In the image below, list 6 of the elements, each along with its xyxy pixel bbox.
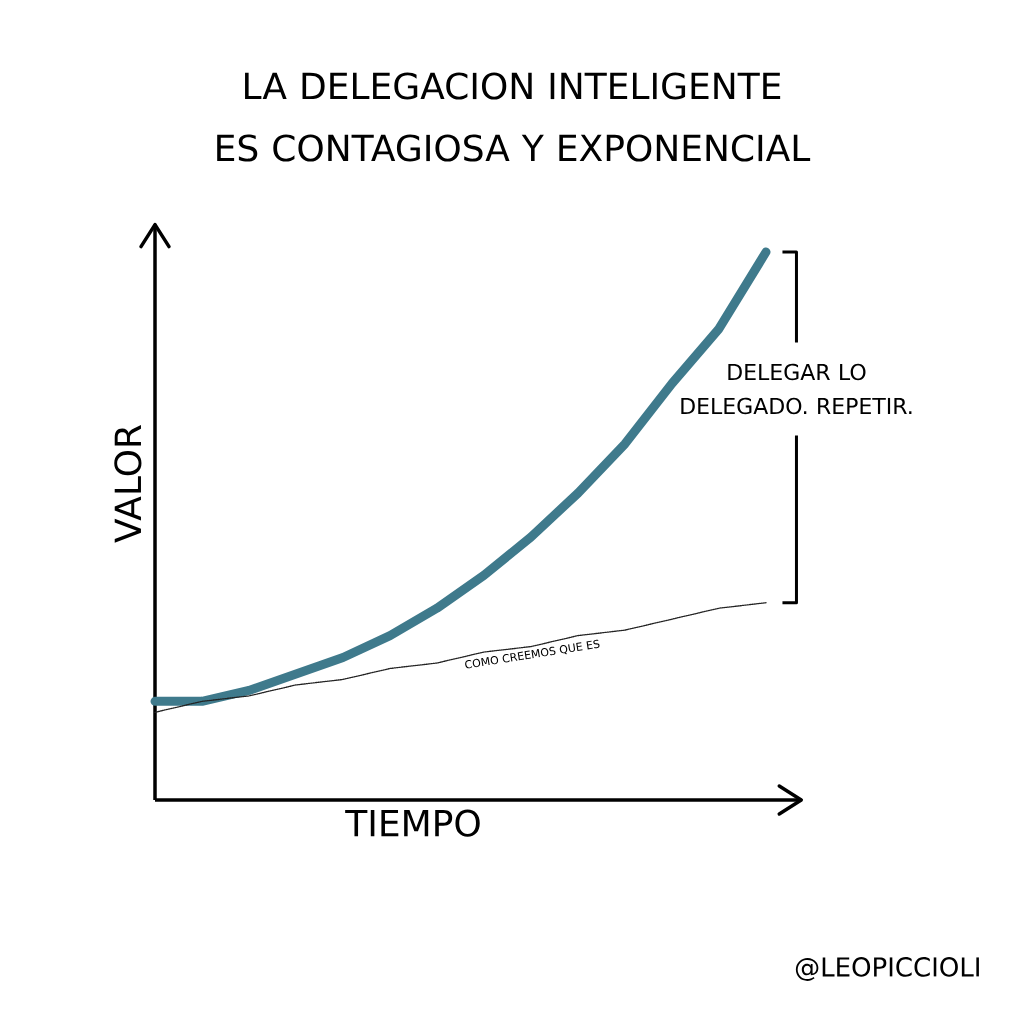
text: COMO CREEMOS QUE ES [465,639,600,669]
annotation: DELEGAR LO DELEGADO. REPETIR. [681,363,912,415]
text: @LEOPICCIOLI [795,957,979,981]
x-axis-title: TIEMPO [345,809,480,837]
chart-title: LA DELEGACION INTELIGENTE ES CONTAGIOSA Y EXPONENCIAL [217,72,811,162]
y-axis-title: VALOR [114,425,142,543]
